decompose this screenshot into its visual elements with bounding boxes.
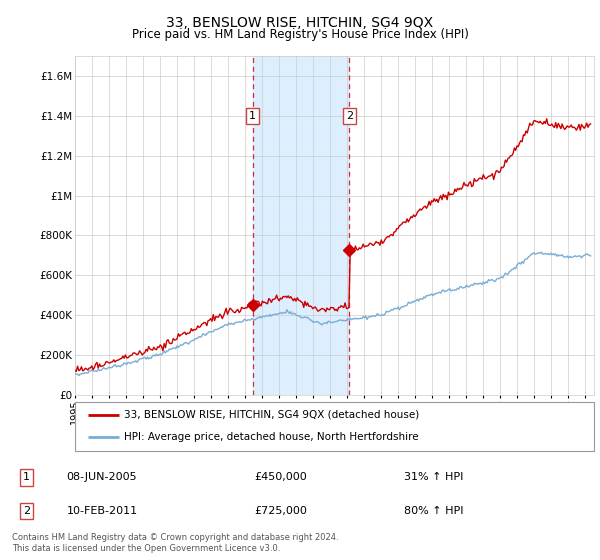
Text: 10-FEB-2011: 10-FEB-2011 — [67, 506, 138, 516]
Text: 33, BENSLOW RISE, HITCHIN, SG4 9QX (detached house): 33, BENSLOW RISE, HITCHIN, SG4 9QX (deta… — [124, 410, 419, 420]
Text: 2: 2 — [23, 506, 30, 516]
Text: £450,000: £450,000 — [254, 473, 307, 482]
Text: Contains HM Land Registry data © Crown copyright and database right 2024.
This d: Contains HM Land Registry data © Crown c… — [12, 533, 338, 553]
Bar — [586, 56, 600, 395]
Text: 08-JUN-2005: 08-JUN-2005 — [67, 473, 137, 482]
Bar — [253, 56, 349, 395]
Text: 31% ↑ HPI: 31% ↑ HPI — [404, 473, 463, 482]
Text: 1: 1 — [23, 473, 30, 482]
Text: 33, BENSLOW RISE, HITCHIN, SG4 9QX: 33, BENSLOW RISE, HITCHIN, SG4 9QX — [166, 16, 434, 30]
Text: 2: 2 — [346, 111, 353, 121]
Text: Price paid vs. HM Land Registry's House Price Index (HPI): Price paid vs. HM Land Registry's House … — [131, 28, 469, 41]
Text: HPI: Average price, detached house, North Hertfordshire: HPI: Average price, detached house, Nort… — [124, 432, 419, 442]
Text: 80% ↑ HPI: 80% ↑ HPI — [404, 506, 463, 516]
Text: £725,000: £725,000 — [254, 506, 307, 516]
Text: 1: 1 — [249, 111, 256, 121]
